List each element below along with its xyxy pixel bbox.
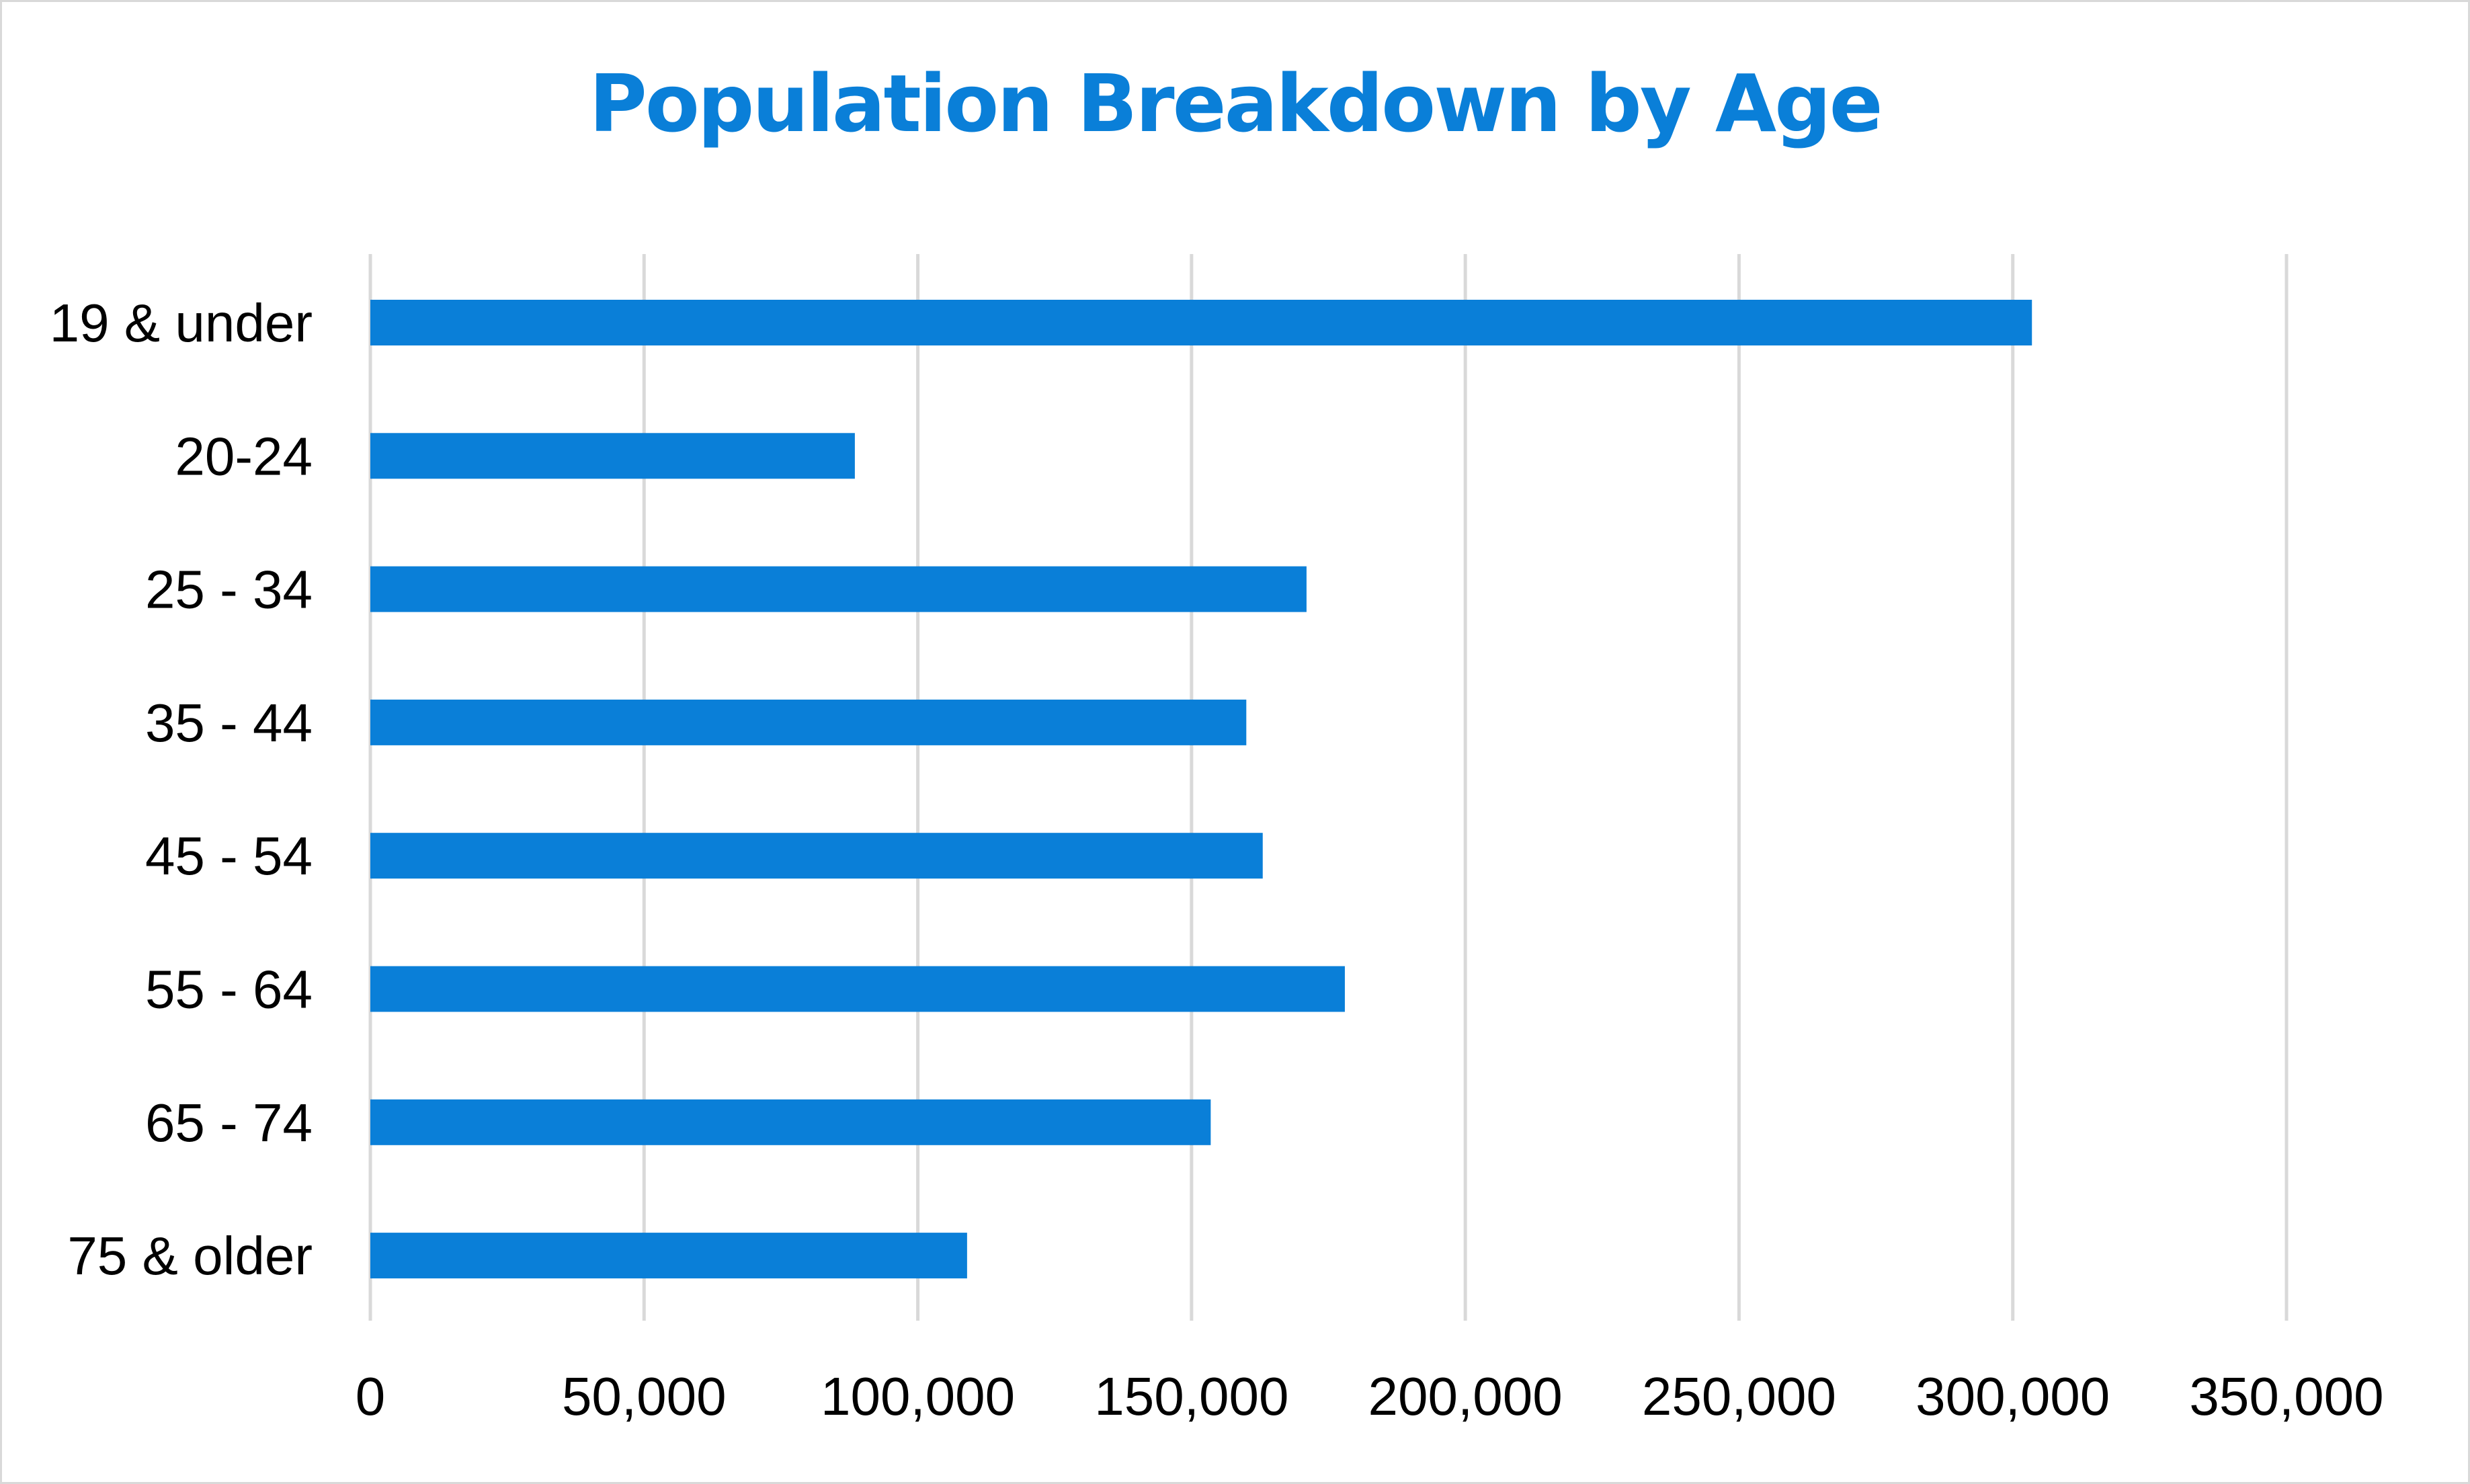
bar bbox=[370, 833, 1263, 879]
category-label: 75 & older bbox=[67, 1226, 313, 1286]
x-axis-tick-labels: 0 50,000 100,000 150,000 200,000 250,000 300,0… bbox=[356, 1366, 2384, 1426]
bars bbox=[370, 300, 2032, 1279]
x-tick-label: 250,000 bbox=[1642, 1366, 1836, 1426]
x-tick-label: 200,000 bbox=[1368, 1366, 1563, 1426]
category-label: 45 - 54 bbox=[145, 826, 313, 886]
x-tick-label: 350,000 bbox=[2189, 1366, 2383, 1426]
bar bbox=[370, 966, 1345, 1012]
bar bbox=[370, 699, 1247, 745]
x-tick-label: 100,000 bbox=[821, 1366, 1015, 1426]
bar bbox=[370, 433, 855, 479]
category-label: 20-24 bbox=[175, 426, 313, 486]
category-label: 35 - 44 bbox=[145, 693, 313, 753]
chart-title: Population Breakdown by Age bbox=[589, 57, 1883, 150]
x-tick-label: 300,000 bbox=[1916, 1366, 2110, 1426]
bar bbox=[370, 566, 1307, 612]
bar bbox=[370, 1099, 1211, 1145]
category-label: 65 - 74 bbox=[145, 1093, 313, 1153]
bar bbox=[370, 300, 2032, 345]
category-label: 25 - 34 bbox=[145, 560, 313, 620]
x-tick-label: 0 bbox=[356, 1366, 386, 1426]
category-label: 55 - 64 bbox=[145, 960, 313, 1020]
x-tick-label: 50,000 bbox=[562, 1366, 727, 1426]
category-label: 19 & under bbox=[50, 293, 313, 353]
gridlines bbox=[368, 254, 2289, 1321]
bar bbox=[370, 1233, 967, 1279]
x-tick-label: 150,000 bbox=[1094, 1366, 1288, 1426]
category-labels: 19 & under 20-24 25 - 34 35 - 44 45 - 54 55 -… bbox=[50, 293, 313, 1286]
